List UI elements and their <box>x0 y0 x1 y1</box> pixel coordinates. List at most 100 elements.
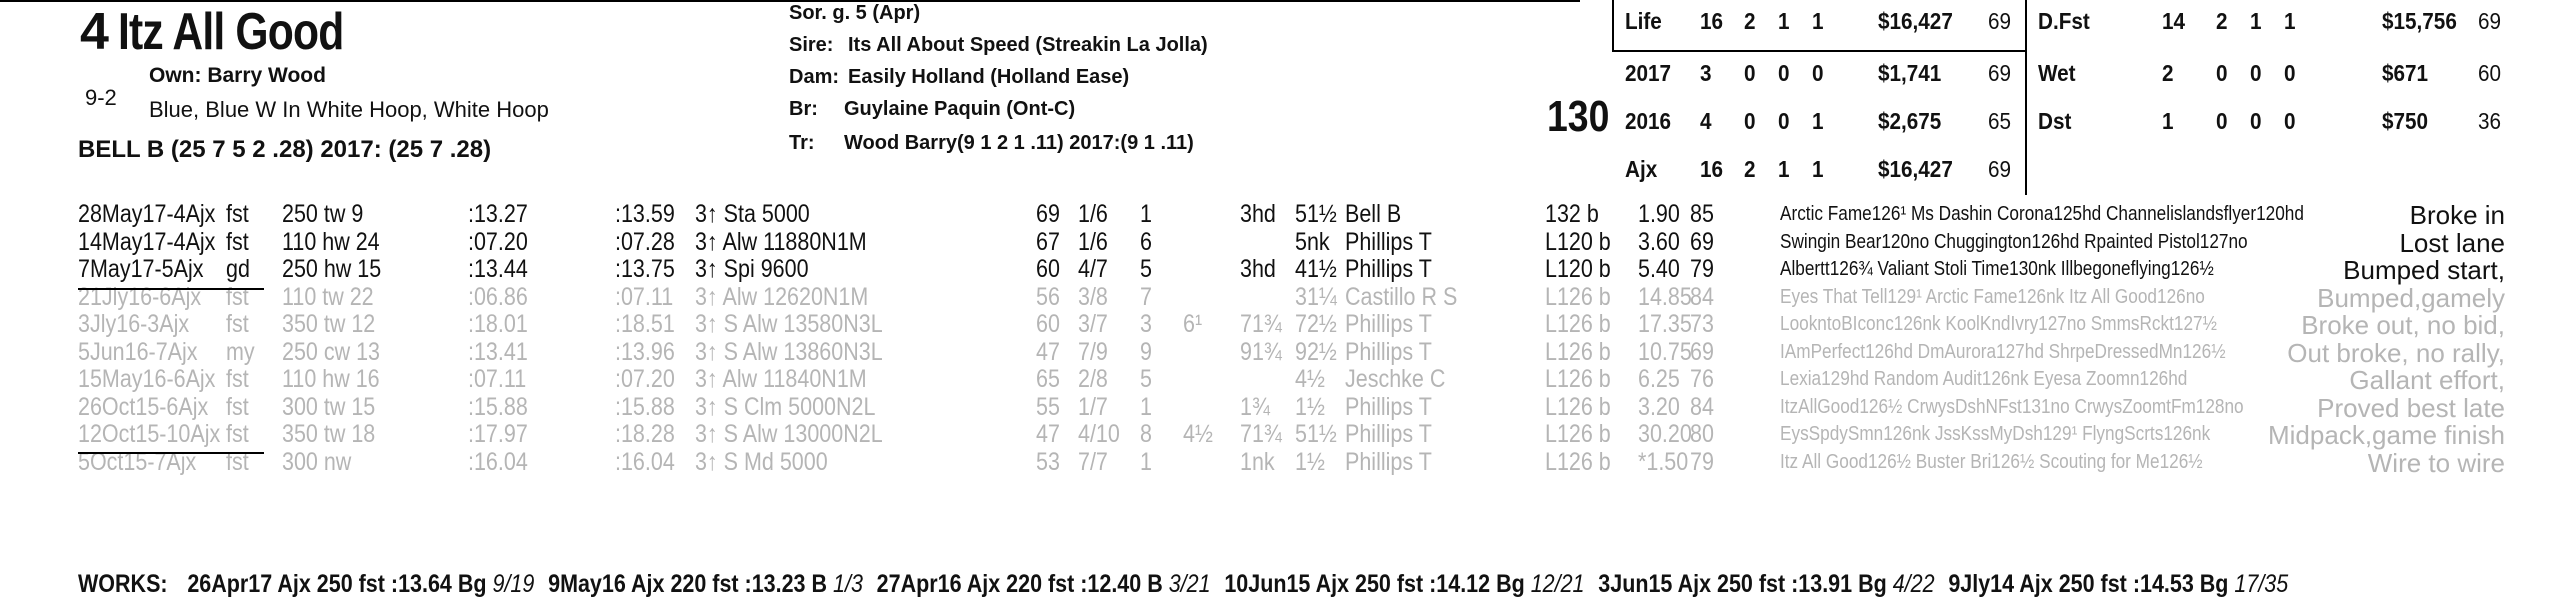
pp-date: 7May17-5Ajx <box>78 255 204 283</box>
pp-finish: 72½ <box>1295 310 1337 338</box>
pp-post-position: 3/7 <box>1078 310 1108 338</box>
pp-speed-figure: 67 <box>1036 228 1060 256</box>
pp-race-type: 3↑ S Md 5000 <box>695 448 828 476</box>
pp-speed-rating: 80 <box>1690 420 1714 448</box>
pp-track-condition: fst <box>226 420 249 448</box>
stats-wins: 0 <box>1744 108 1756 134</box>
pp-weight: L126 b <box>1545 310 1611 338</box>
pp-distance: 350 tw 18 <box>282 420 376 448</box>
pp-fraction-1: :07.20 <box>468 228 528 256</box>
pp-race-type: 3↑ S Alw 13860N3L <box>695 338 883 366</box>
work-time: :13.64 <box>390 570 452 598</box>
pp-fraction-1: :13.44 <box>468 255 528 283</box>
pp-speed-figure: 56 <box>1036 283 1060 311</box>
pp-call-2: 3hd <box>1240 255 1276 283</box>
pp-fraction-2: :07.11 <box>615 283 674 311</box>
pp-date: 3Jly16-3Ajx <box>78 310 190 338</box>
pp-distance: 250 cw 13 <box>282 338 381 366</box>
pp-finish: 92½ <box>1295 338 1337 366</box>
stats-label: Ajx <box>1625 156 1658 182</box>
pp-distance: 350 tw 12 <box>282 310 376 338</box>
pp-post-position: 1/7 <box>1078 393 1108 421</box>
pp-fraction-1: :18.01 <box>468 310 528 338</box>
pp-distance: 110 hw 16 <box>282 365 380 393</box>
pp-remark: Wire to wire <box>2367 448 2505 478</box>
stats-label: D.Fst <box>2038 8 2090 34</box>
date-underline <box>78 452 264 454</box>
pp-call-2: 1¾ <box>1240 393 1270 421</box>
work-track: Ajx <box>277 570 311 598</box>
pp-remark: Out broke, no rally, <box>2287 338 2505 368</box>
pp-comment: IAmPerfect126hd DmAurora127hd ShrpeDress… <box>1780 341 2226 363</box>
pp-distance: 250 hw 15 <box>282 255 382 283</box>
pedigree-label: Br: <box>789 98 818 120</box>
pp-track-condition: fst <box>226 200 249 228</box>
pp-race-type: 3↑ S Clm 5000N2L <box>695 393 876 421</box>
work-entry: 3Jun15 Ajx 250 fst :13.91 Bg 4/22 <box>1598 570 1934 598</box>
stats-label: 2017 <box>1625 60 1672 86</box>
pp-race-type: 3↑ Sta 5000 <box>695 200 810 228</box>
stats-wins: 0 <box>1744 60 1756 86</box>
pp-fraction-2: :07.28 <box>615 228 675 256</box>
work-grade: Bg <box>1858 570 1887 598</box>
pp-fraction-1: :15.88 <box>468 393 528 421</box>
work-entry: 9May16 Ajx 220 fst :13.23 B 1/3 <box>548 570 863 598</box>
stats-earnings: $671 <box>2382 60 2429 86</box>
pp-date: 15May16-6Ajx <box>78 365 216 393</box>
program-number: 4 <box>80 3 109 61</box>
work-date: 26Apr17 <box>187 570 273 598</box>
stats-places: 0 <box>2250 108 2262 134</box>
stats-speed: 69 <box>1988 8 2012 34</box>
work-distance: 250 fst <box>1355 570 1424 598</box>
pp-date: 28May17-4Ajx <box>78 200 216 228</box>
stats-box-bottom-border <box>1612 50 2027 52</box>
pp-odds: 1.90 <box>1638 200 1680 228</box>
pp-fraction-2: :18.28 <box>615 420 675 448</box>
work-time: :13.23 <box>744 570 806 598</box>
stats-shows: 1 <box>2284 8 2296 34</box>
pp-speed-rating: 84 <box>1690 283 1714 311</box>
pedigree-label: Dam: <box>789 66 840 88</box>
stats-earnings: $1,741 <box>1878 60 1942 86</box>
stats-wins: 0 <box>2216 60 2228 86</box>
pp-start: 7 <box>1140 283 1152 311</box>
pp-post-position: 7/9 <box>1078 338 1108 366</box>
stats-earnings: $16,427 <box>1878 156 1953 182</box>
pp-start: 6 <box>1140 228 1152 256</box>
work-rank: 1/3 <box>833 570 863 598</box>
stats-wins: 2 <box>1744 156 1756 182</box>
stats-starts: 14 <box>2162 8 2186 34</box>
pp-start: 8 <box>1140 420 1152 448</box>
pp-comment: ItzAllGood126½ CrwysDshNFst131no CrwysZo… <box>1780 396 2244 418</box>
pp-comment: Albertt126¾ Valiant Stoli Time130nk Illb… <box>1780 258 2214 280</box>
morning-line-odds: 9-2 <box>85 85 117 110</box>
stats-shows: 0 <box>2284 108 2296 134</box>
pp-start: 1 <box>1140 448 1152 476</box>
pp-distance: 300 nw <box>282 448 352 476</box>
pp-remark: Lost lane <box>2399 228 2505 258</box>
pp-race-type: 3↑ Alw 11880N1M <box>695 228 867 256</box>
pp-post-position: 1/6 <box>1078 200 1108 228</box>
pedigree-value: Its All About Speed (Streakin La Jolla) <box>848 34 1208 56</box>
header-rule <box>0 0 1580 2</box>
stats-starts: 3 <box>1700 60 1712 86</box>
pp-finish: 31¼ <box>1295 283 1337 311</box>
pp-fraction-2: :18.51 <box>615 310 675 338</box>
pp-finish: 51½ <box>1295 200 1337 228</box>
pp-jockey: Phillips T <box>1345 420 1432 448</box>
pp-distance: 250 tw 9 <box>282 200 364 228</box>
pp-weight: L126 b <box>1545 420 1611 448</box>
pp-odds: 14.85 <box>1638 283 1692 311</box>
pp-jockey: Phillips T <box>1345 448 1432 476</box>
pp-finish: 4½ <box>1295 365 1325 393</box>
work-distance: 250 fst <box>316 570 385 598</box>
stats-speed: 69 <box>2478 8 2502 34</box>
pp-call-2: 71¾ <box>1240 420 1282 448</box>
jockey-stats: BELL B (25 7 5 2 .28) 2017: (25 7 .28) <box>78 136 492 163</box>
pp-weight: L126 b <box>1545 393 1611 421</box>
work-rank: 9/19 <box>492 570 535 598</box>
stats-places: 1 <box>1778 8 1790 34</box>
pp-date: 14May17-4Ajx <box>78 228 216 256</box>
work-time: :14.53 <box>2132 570 2194 598</box>
stats-label: Wet <box>2038 60 2076 86</box>
